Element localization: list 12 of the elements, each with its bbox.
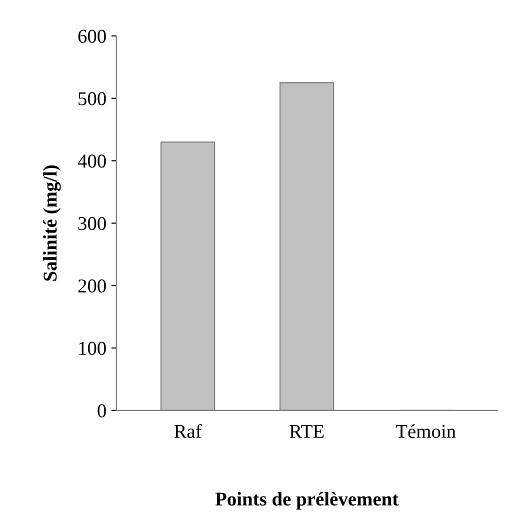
y-tick-label: 100 xyxy=(79,342,106,355)
x-tick-label: RTE xyxy=(290,425,324,438)
y-tick-label: 500 xyxy=(78,92,106,106)
x-tick-label: Raf xyxy=(174,424,202,438)
y-tick-label: 600 xyxy=(78,30,106,43)
y-tick-label: 200 xyxy=(78,279,106,293)
x-tick-label: Témoin xyxy=(396,424,456,438)
y-tick-label: 400 xyxy=(78,154,106,168)
y-tick-label: 0 xyxy=(98,404,106,418)
y-tick-label: 300 xyxy=(78,216,106,230)
x-axis-title: Points de prélèvement xyxy=(215,492,399,510)
y-axis-title: Salinité (mg/l) xyxy=(43,165,61,281)
